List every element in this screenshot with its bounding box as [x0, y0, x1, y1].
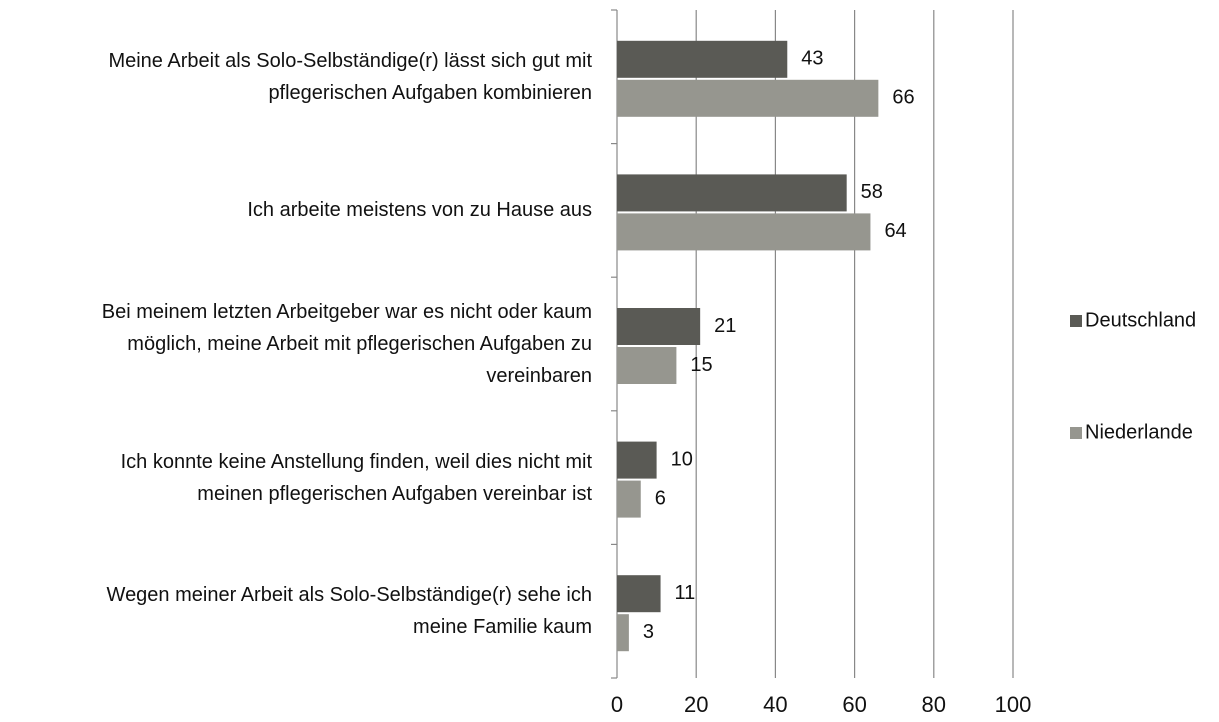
bar — [617, 575, 661, 613]
legend-label: Niederlande — [1085, 421, 1193, 443]
bar — [617, 308, 701, 345]
x-tick-label: 60 — [842, 692, 866, 717]
x-tick-label: 20 — [684, 692, 708, 717]
data-label: 3 — [643, 621, 654, 643]
data-label: 10 — [671, 448, 693, 470]
category-label: Meine Arbeit als Solo-Selbständige(r) lä… — [108, 49, 592, 104]
data-label: 43 — [801, 48, 823, 70]
data-label: 11 — [675, 582, 696, 604]
data-label: 64 — [884, 220, 906, 242]
bar — [617, 40, 788, 78]
bar — [617, 480, 641, 518]
category-label: Ich arbeite meistens von zu Hause aus — [247, 199, 592, 222]
x-tick-label: 100 — [995, 692, 1032, 717]
bar — [617, 441, 657, 479]
data-label: 58 — [861, 181, 883, 203]
x-tick-label: 0 — [611, 692, 623, 717]
bar — [617, 614, 629, 652]
data-label: 66 — [892, 87, 914, 109]
bar — [617, 79, 879, 117]
data-label: 15 — [690, 354, 712, 376]
bar — [617, 174, 847, 212]
data-label: 21 — [714, 315, 736, 337]
category-label: Wegen meiner Arbeit als Solo-Selbständig… — [106, 584, 592, 639]
data-label: 6 — [655, 487, 666, 509]
legend-swatch — [1070, 427, 1082, 439]
legend-swatch — [1070, 315, 1082, 327]
legend-label: Deutschland — [1085, 309, 1196, 331]
bar — [617, 213, 871, 251]
bar — [617, 347, 677, 384]
category-label: Bei meinem letzten Arbeitgeber war es ni… — [101, 301, 592, 387]
x-tick-label: 40 — [763, 692, 787, 717]
x-tick-label: 80 — [922, 692, 946, 717]
category-label: Ich konnte keine Anstellung finden, weil… — [120, 450, 592, 505]
